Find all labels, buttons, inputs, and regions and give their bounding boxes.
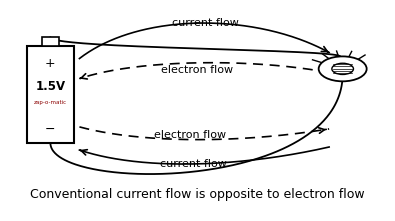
Bar — [333, 63, 352, 74]
Bar — [41, 37, 59, 46]
Text: electron flow: electron flow — [154, 130, 226, 140]
Text: current flow: current flow — [160, 159, 227, 169]
Circle shape — [319, 56, 367, 81]
Text: 1.5V: 1.5V — [35, 80, 66, 93]
Text: current flow: current flow — [172, 18, 239, 28]
Text: +: + — [45, 57, 56, 70]
Bar — [27, 46, 73, 143]
Text: zap-o-matic: zap-o-matic — [34, 100, 67, 105]
Text: Conventional current flow is opposite to electron flow: Conventional current flow is opposite to… — [30, 188, 365, 201]
Text: −: − — [45, 123, 56, 136]
Text: electron flow: electron flow — [162, 65, 233, 74]
